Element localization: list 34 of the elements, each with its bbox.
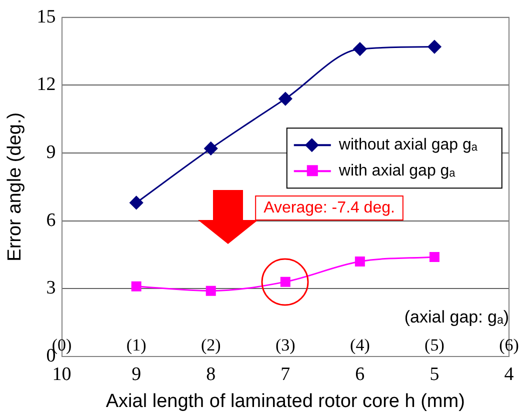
point xyxy=(280,276,290,287)
x-tick-label: 10 xyxy=(52,364,72,385)
point xyxy=(206,286,216,296)
point xyxy=(353,42,367,56)
y-tick-label: 6 xyxy=(46,210,56,231)
point xyxy=(354,256,365,266)
x2-tick-label: (5) xyxy=(424,335,444,354)
y-tick-label: 15 xyxy=(36,6,56,28)
x2-axis-title: (axial gap: gₐ) xyxy=(404,308,509,327)
x2-tick-label: (2) xyxy=(200,335,221,354)
point xyxy=(428,40,442,54)
x-axis-title: Axial length of laminated rotor core h (mm) xyxy=(106,390,465,412)
legend-label: with axial gap gₐ xyxy=(338,162,456,180)
x-tick-label: 9 xyxy=(132,364,142,385)
x2-tick-label: (3) xyxy=(275,335,296,354)
x2-tick-label: (4) xyxy=(350,335,370,354)
point xyxy=(278,92,292,106)
point xyxy=(429,252,440,262)
y-tick-label: 9 xyxy=(46,142,56,163)
y-axis-title: Error angle (deg.) xyxy=(4,112,26,262)
point xyxy=(130,196,144,210)
point xyxy=(204,142,218,156)
x-tick-label: 7 xyxy=(280,364,290,385)
x2-tick-label: (6) xyxy=(499,335,519,354)
x-tick-label: 5 xyxy=(430,364,440,385)
legend-label: without axial gap gₐ xyxy=(338,136,478,154)
x-tick-label: 4 xyxy=(504,364,514,385)
x-tick-label: 6 xyxy=(355,364,365,385)
y-tick-label: 12 xyxy=(36,74,56,96)
x2-tick-label: (1) xyxy=(126,335,146,354)
y-tick-label: 3 xyxy=(46,278,56,299)
annotation: Average: -7.4 deg. xyxy=(264,199,395,216)
point xyxy=(131,281,142,292)
x-tick-label: 8 xyxy=(206,364,216,385)
